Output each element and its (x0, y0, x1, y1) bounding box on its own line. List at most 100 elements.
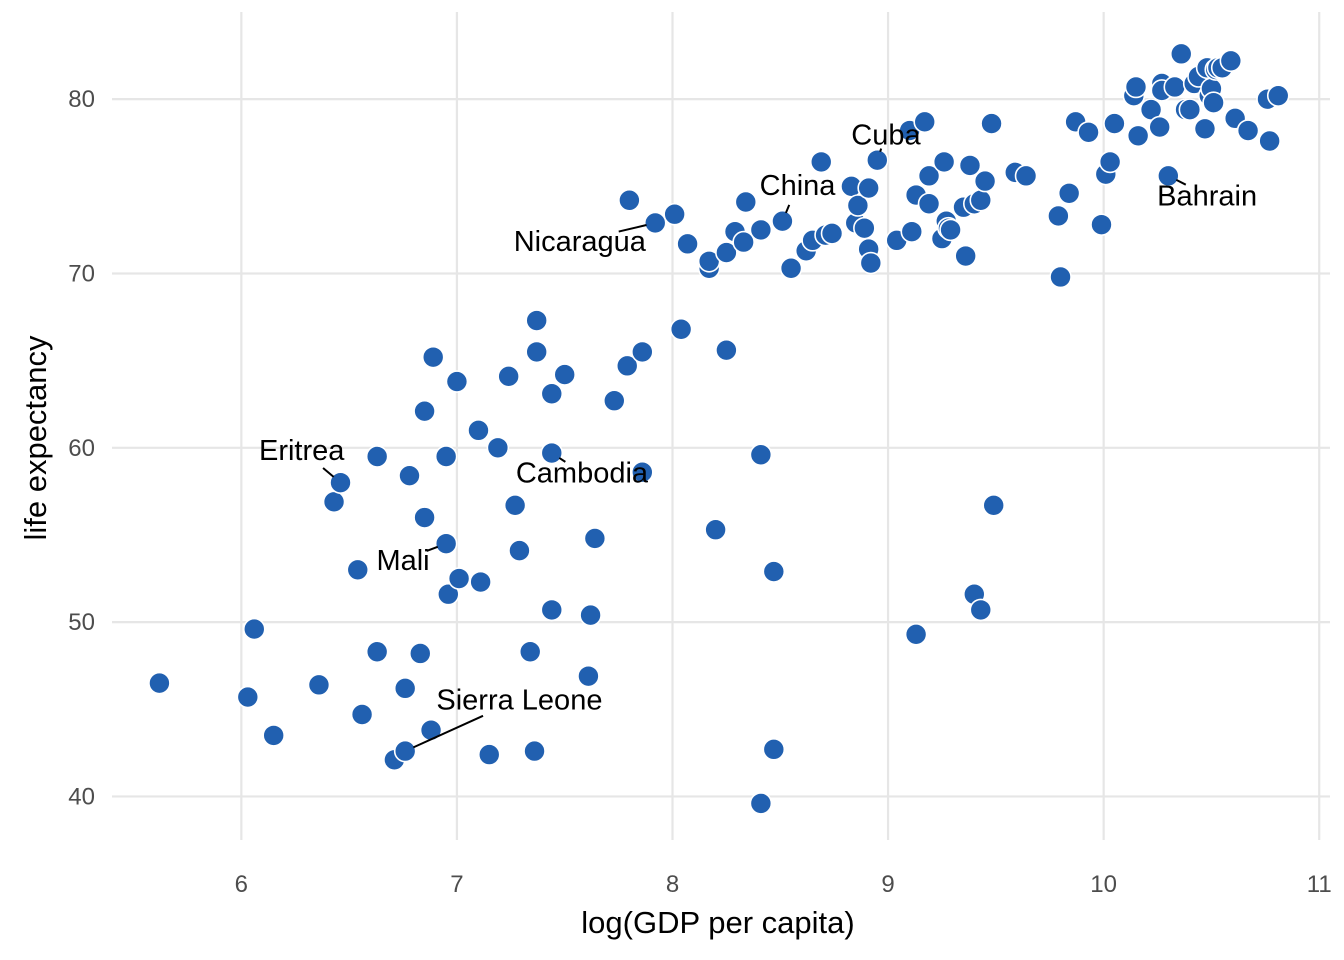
annotation-label: Cambodia (516, 458, 649, 490)
data-point (1266, 84, 1290, 107)
data-point (900, 220, 924, 243)
data-point (762, 560, 786, 583)
data-point (1178, 98, 1202, 121)
data-point (503, 494, 527, 517)
data-point (732, 230, 755, 254)
annotation-leader-line (1175, 179, 1187, 186)
data-point (579, 603, 602, 627)
data-point (469, 570, 492, 594)
data-point (413, 399, 436, 423)
data-point (904, 623, 928, 646)
annotation-label: Sierra Leone (436, 684, 602, 716)
annotations: Cuba China Nicaragua Bahrain Eritrea Cambodia… (259, 119, 1257, 749)
x-axis-ticks: 6 7 8 9 10 11 (235, 871, 1332, 898)
data-point (762, 738, 786, 761)
data-point (749, 792, 773, 815)
data-point (917, 164, 941, 188)
data-point (715, 338, 738, 362)
data-point (982, 494, 1006, 517)
annotation-label: Bahrain (1157, 180, 1257, 212)
annotation-leader-line (879, 148, 883, 152)
data-point (618, 188, 641, 212)
x-tick-label: 7 (450, 871, 463, 898)
y-axis-title: life expectancy (18, 335, 53, 541)
annotation-leader-line (558, 457, 566, 463)
data-point (525, 309, 548, 332)
data-point (820, 222, 844, 245)
data-point (1258, 129, 1281, 153)
data-point (1014, 164, 1038, 188)
data-point (365, 445, 389, 468)
y-axis-ticks: 40 50 60 70 80 (68, 86, 95, 810)
y-tick-label: 50 (68, 609, 95, 636)
data-point (973, 169, 997, 193)
data-point (846, 194, 870, 217)
data-point (236, 685, 260, 709)
data-point (540, 441, 564, 465)
data-point (1124, 75, 1148, 99)
data-point (853, 216, 876, 240)
grid (112, 12, 1330, 840)
data-point (1169, 42, 1193, 66)
data-point (809, 150, 833, 174)
annotation-label: Nicaragua (514, 226, 647, 258)
data-point (969, 598, 993, 622)
data-point (1126, 124, 1150, 148)
data-point (329, 471, 352, 494)
data-point (419, 718, 443, 742)
data-point (859, 251, 883, 275)
annotation-leader-line (322, 467, 335, 478)
data-point (643, 211, 667, 235)
annotation-leader-line (426, 545, 439, 552)
data-point (1202, 91, 1225, 114)
data-point (322, 490, 346, 514)
data-point (779, 256, 803, 280)
data-point (917, 192, 941, 216)
x-tick-label: 6 (235, 871, 248, 898)
data-point (615, 354, 639, 378)
data-point (518, 640, 542, 664)
data-point (1057, 181, 1081, 205)
data-point (148, 671, 171, 695)
data-point (939, 218, 962, 242)
data-point (434, 445, 458, 468)
data-point (421, 345, 445, 369)
x-axis-title: log(GDP per capita) (581, 905, 854, 940)
x-tick-label: 11 (1307, 871, 1332, 898)
annotation-label: China (760, 170, 837, 202)
data-point (242, 617, 266, 641)
y-tick-label: 40 (68, 783, 95, 810)
data-point (434, 532, 458, 555)
data-point (704, 518, 727, 542)
data-point (398, 464, 421, 487)
data-point (1103, 112, 1126, 135)
data-point (932, 150, 956, 174)
data-point (553, 363, 577, 386)
data-point (1236, 119, 1260, 142)
data-point (486, 436, 510, 460)
x-tick-label: 9 (881, 871, 894, 898)
data-point (1193, 117, 1217, 141)
data-point (523, 739, 546, 763)
data-point (1049, 265, 1072, 289)
y-tick-label: 70 (68, 260, 95, 287)
data-point (631, 460, 654, 484)
data-point (1163, 75, 1187, 99)
data-point (393, 677, 417, 700)
data-point (508, 539, 531, 562)
data-point (540, 382, 564, 406)
annotation-leader-line (618, 224, 647, 233)
data-points (148, 42, 1290, 815)
data-point (393, 739, 417, 763)
data-point (445, 370, 469, 393)
data-point (1090, 213, 1113, 236)
data-point (771, 209, 794, 233)
data-point (958, 154, 982, 177)
data-point (447, 567, 471, 590)
data-point (350, 703, 374, 726)
data-point (346, 558, 370, 582)
x-tick-label: 8 (666, 871, 679, 898)
data-point (865, 148, 889, 172)
data-point (980, 112, 1003, 135)
data-point (676, 232, 699, 256)
